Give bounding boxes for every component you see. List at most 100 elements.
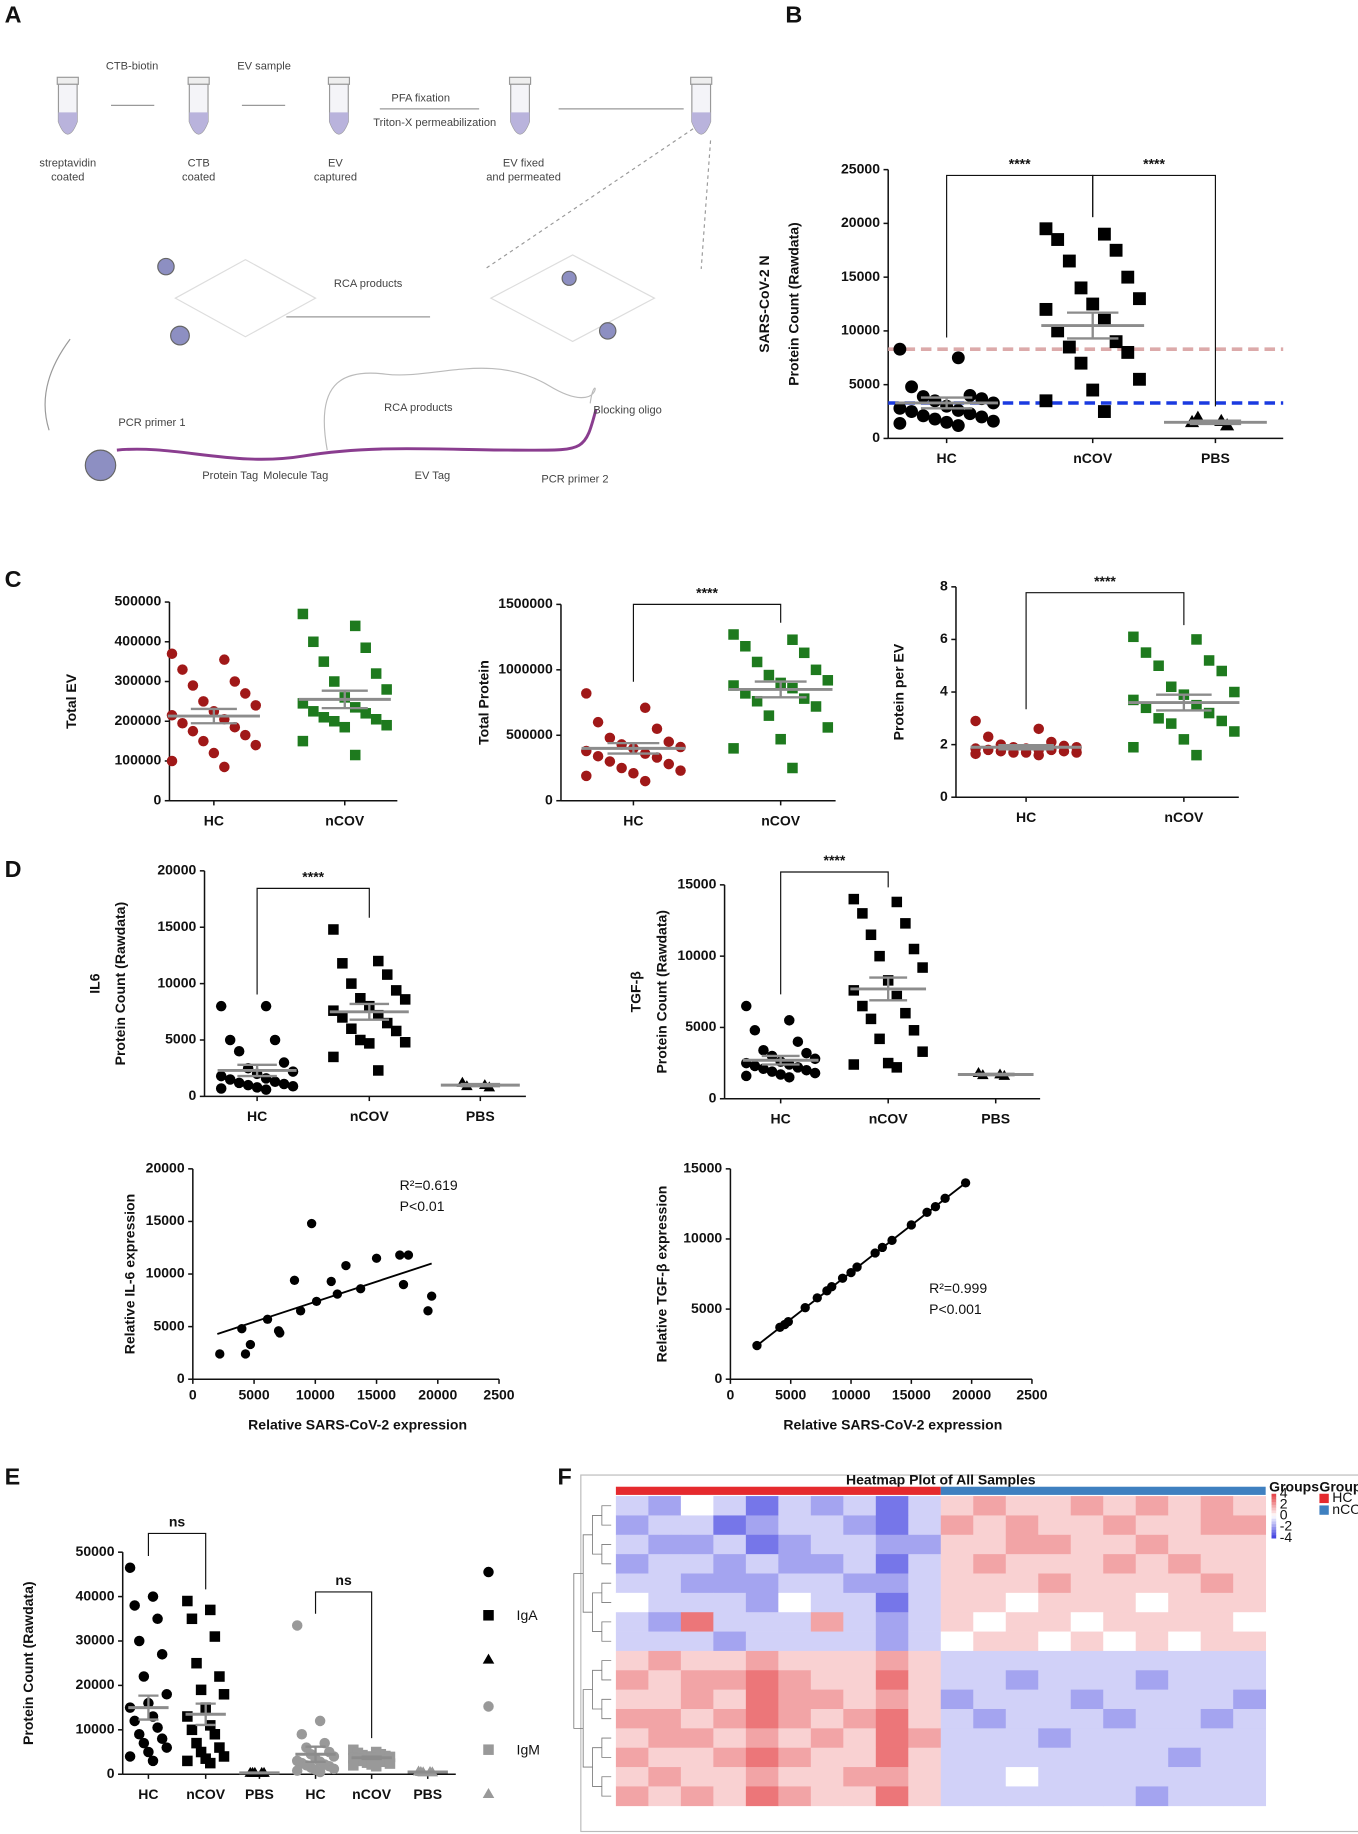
dendrogram-branch xyxy=(601,1737,612,1758)
heatmap-cell xyxy=(810,1670,844,1690)
data-point xyxy=(581,688,592,699)
data-point xyxy=(1191,699,1202,711)
data-point xyxy=(161,1742,173,1753)
y-tick-label: 15000 xyxy=(841,268,880,284)
heatmap-cell xyxy=(713,1496,747,1516)
data-point xyxy=(940,415,954,429)
data-point xyxy=(1140,647,1152,658)
data-point xyxy=(728,629,739,640)
y-tick-label: 10000 xyxy=(841,322,880,338)
heatmap-cell xyxy=(973,1573,1007,1594)
data-point xyxy=(1074,281,1088,295)
data-point xyxy=(370,1760,382,1772)
heatmap-cell xyxy=(810,1554,844,1574)
y-tick-label: 300000 xyxy=(114,672,161,688)
data-point xyxy=(1039,394,1053,408)
data-point xyxy=(229,676,241,687)
scale-tick-label: 4 xyxy=(1280,1484,1288,1500)
heatmap-cell xyxy=(973,1631,1007,1652)
heatmap-cell xyxy=(615,1728,649,1749)
heatmap-cell xyxy=(843,1592,877,1613)
data-point xyxy=(215,1349,225,1359)
data-point xyxy=(329,676,340,687)
scale-step xyxy=(1271,1499,1277,1503)
y-tick-label: 6 xyxy=(940,630,948,646)
y-axis-label: TGF-β xyxy=(628,971,644,1013)
data-point xyxy=(1062,254,1076,268)
heatmap-cell xyxy=(843,1670,877,1690)
data-point xyxy=(332,1289,343,1299)
heatmap-cell xyxy=(1233,1650,1267,1671)
data-point xyxy=(219,654,230,665)
y-tick-label: 30000 xyxy=(76,1632,115,1648)
heatmap-cell xyxy=(1168,1534,1202,1555)
data-point xyxy=(278,1057,290,1068)
heatmap-cell xyxy=(1233,1786,1267,1807)
x-tick-label: 10000 xyxy=(832,1386,871,1402)
scale-step xyxy=(1271,1535,1277,1539)
heatmap-cell xyxy=(1103,1631,1137,1652)
heatmap-cell xyxy=(1168,1515,1202,1536)
diagram-label: coated xyxy=(51,172,84,184)
heatmap-cell xyxy=(908,1534,942,1555)
heatmap-cell xyxy=(1233,1728,1267,1749)
data-point xyxy=(810,701,822,712)
data-point xyxy=(887,1235,897,1246)
diagram-label: EV xyxy=(328,158,343,170)
heatmap-cell xyxy=(1038,1515,1072,1536)
data-point xyxy=(240,688,251,699)
heatmap-cell xyxy=(648,1554,682,1574)
data-point xyxy=(182,1711,193,1722)
grid-plane xyxy=(489,254,656,343)
heatmap-cell xyxy=(843,1554,877,1574)
heatmap-cell xyxy=(1038,1650,1072,1671)
scale-step xyxy=(1271,1527,1277,1531)
heatmap-cell xyxy=(1233,1670,1267,1690)
data-point xyxy=(740,688,751,699)
data-point xyxy=(801,1047,812,1059)
data-point xyxy=(1229,726,1240,737)
heatmap-cell xyxy=(713,1689,747,1710)
x-tick-label: nCOV xyxy=(325,812,365,828)
data-point xyxy=(928,394,942,408)
heatmap-cell xyxy=(1070,1592,1104,1613)
dendrogram-branch xyxy=(601,1660,612,1681)
heatmap-cell xyxy=(713,1592,747,1613)
diagram-label: RCA products xyxy=(384,402,453,414)
heatmap-cell xyxy=(1135,1515,1169,1536)
heatmap-cell xyxy=(973,1689,1007,1710)
heatmap-cell xyxy=(1233,1612,1267,1632)
heatmap-cell xyxy=(680,1728,714,1749)
data-point xyxy=(874,950,885,962)
x-tick-label: PBS xyxy=(245,1786,274,1802)
heatmap-cell xyxy=(680,1496,714,1516)
dendrogram-branch xyxy=(582,1689,593,1768)
heatmap-cell xyxy=(973,1592,1007,1613)
significance-bracket xyxy=(1025,592,1185,710)
heatmap-cell xyxy=(810,1592,844,1613)
data-point xyxy=(262,1314,273,1324)
heatmap-cell xyxy=(1233,1554,1267,1574)
data-point xyxy=(329,715,340,727)
heatmap-cell xyxy=(1200,1612,1234,1632)
data-point xyxy=(592,750,604,762)
diagram-label: EV Tag xyxy=(415,470,451,482)
heatmap-cell xyxy=(680,1573,714,1594)
x-tick-label: 5000 xyxy=(238,1386,269,1402)
heatmap-cell xyxy=(1070,1650,1104,1671)
data-point xyxy=(874,1033,885,1045)
data-point xyxy=(604,732,616,744)
heatmap-cell xyxy=(1103,1650,1137,1671)
data-point xyxy=(1039,222,1053,236)
heatmap-cell xyxy=(973,1515,1007,1536)
significance-bracket xyxy=(780,871,889,995)
heatmap-cell xyxy=(940,1515,974,1536)
heatmap-cell xyxy=(1070,1515,1104,1536)
zoom-line xyxy=(484,116,711,270)
y-axis-label: Relative TGF-β expression xyxy=(653,1186,669,1363)
legend-swatch xyxy=(1319,1493,1329,1504)
scale-step xyxy=(1271,1496,1277,1500)
annotation: R²=0.999 xyxy=(929,1280,987,1296)
data-point xyxy=(675,765,686,776)
data-point xyxy=(186,1613,198,1625)
